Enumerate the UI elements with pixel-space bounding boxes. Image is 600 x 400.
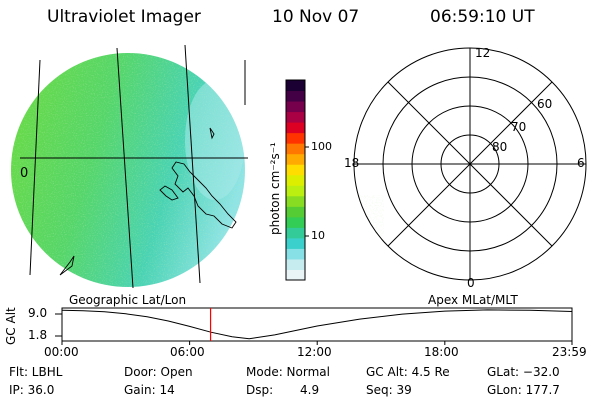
colorbar-segment xyxy=(286,269,305,281)
colorbar-segment xyxy=(286,237,305,249)
colorbar-frame xyxy=(285,79,306,281)
colorbar-tick-100: 100 xyxy=(311,140,332,153)
colorbar-segment xyxy=(286,185,305,197)
gc-alt-info: GC Alt: 4.5 Re xyxy=(366,365,450,379)
ytick-label-9: 9.0 xyxy=(28,306,48,320)
longitude-label: 0 xyxy=(20,166,29,181)
colorbar-segment xyxy=(286,164,305,176)
filter-info: Flt: LBHL xyxy=(9,365,63,379)
xtick-label-1800: 18:00 xyxy=(424,345,459,359)
time-label: 06:59:10 UT xyxy=(430,7,535,27)
geographic-graticule xyxy=(20,44,248,289)
dsp-value: 4.9 xyxy=(300,383,320,397)
door-info: Door: Open xyxy=(124,365,193,379)
uv-disc-image xyxy=(11,53,245,287)
mlt-label-18: 18 xyxy=(344,156,360,170)
colorbar-segment xyxy=(286,101,305,113)
instrument-title: Ultraviolet Imager xyxy=(47,7,201,27)
colorbar-segment xyxy=(286,80,305,92)
mlat-label-60: 60 xyxy=(537,97,553,111)
colorbar-segment xyxy=(286,227,305,239)
mlat-mlt-polar-plot xyxy=(353,47,587,281)
altitude-curve xyxy=(61,309,573,340)
altitude-plot xyxy=(55,307,573,345)
mlat-label-70: 70 xyxy=(511,120,527,134)
colorbar-segment xyxy=(286,248,305,260)
colorbar-segment xyxy=(286,153,305,165)
colorbar-unit-label: photon cm⁻²s⁻¹ xyxy=(268,142,282,235)
colorbar-segment xyxy=(286,195,305,207)
geographic-panel-label: Geographic Lat/Lon xyxy=(69,293,187,307)
seq-info: Seq: 39 xyxy=(366,383,412,397)
xtick-label-0600: 06:00 xyxy=(170,345,205,359)
xtick-label-0000: 00:00 xyxy=(44,345,79,359)
altitude-ylabel: GC Alt xyxy=(4,307,18,345)
glon-info: GLon: 177.7 xyxy=(487,383,560,397)
colorbar-segment xyxy=(286,143,305,155)
dsp-label: Dsp: xyxy=(246,383,274,397)
ip-info: IP: 36.0 xyxy=(9,383,55,397)
xtick-label-1200: 12:00 xyxy=(297,345,332,359)
colorbar-segment xyxy=(286,174,305,186)
mlt-diagonal-2 xyxy=(387,81,553,247)
colorbar-segment xyxy=(286,122,305,134)
colorbar-tick-10: 10 xyxy=(311,229,325,242)
mlat-label-80: 80 xyxy=(492,140,508,154)
colorbar-segment xyxy=(286,258,305,270)
date-label: 10 Nov 07 xyxy=(272,7,360,27)
colorbar-segment xyxy=(286,111,305,123)
apex-panel-label: Apex MLat/MLT xyxy=(428,293,518,307)
glat-info: GLat: −32.0 xyxy=(487,365,560,379)
altitude-plot-frame xyxy=(61,307,573,342)
coastline-outline xyxy=(59,127,237,276)
colorbar xyxy=(285,79,309,281)
colorbar-segment xyxy=(286,216,305,228)
gain-info: Gain: 14 xyxy=(124,383,175,397)
mlt-label-12: 12 xyxy=(475,46,491,60)
mlt-label-6: 6 xyxy=(577,156,585,170)
mlt-label-0: 0 xyxy=(467,276,475,290)
mode-info: Mode: Normal xyxy=(246,365,330,379)
colorbar-segment xyxy=(286,132,305,144)
xtick-label-2359: 23:59 xyxy=(552,345,587,359)
ytick-label-1: 1.8 xyxy=(28,328,48,342)
colorbar-segment xyxy=(286,90,305,102)
colorbar-segment xyxy=(286,206,305,218)
